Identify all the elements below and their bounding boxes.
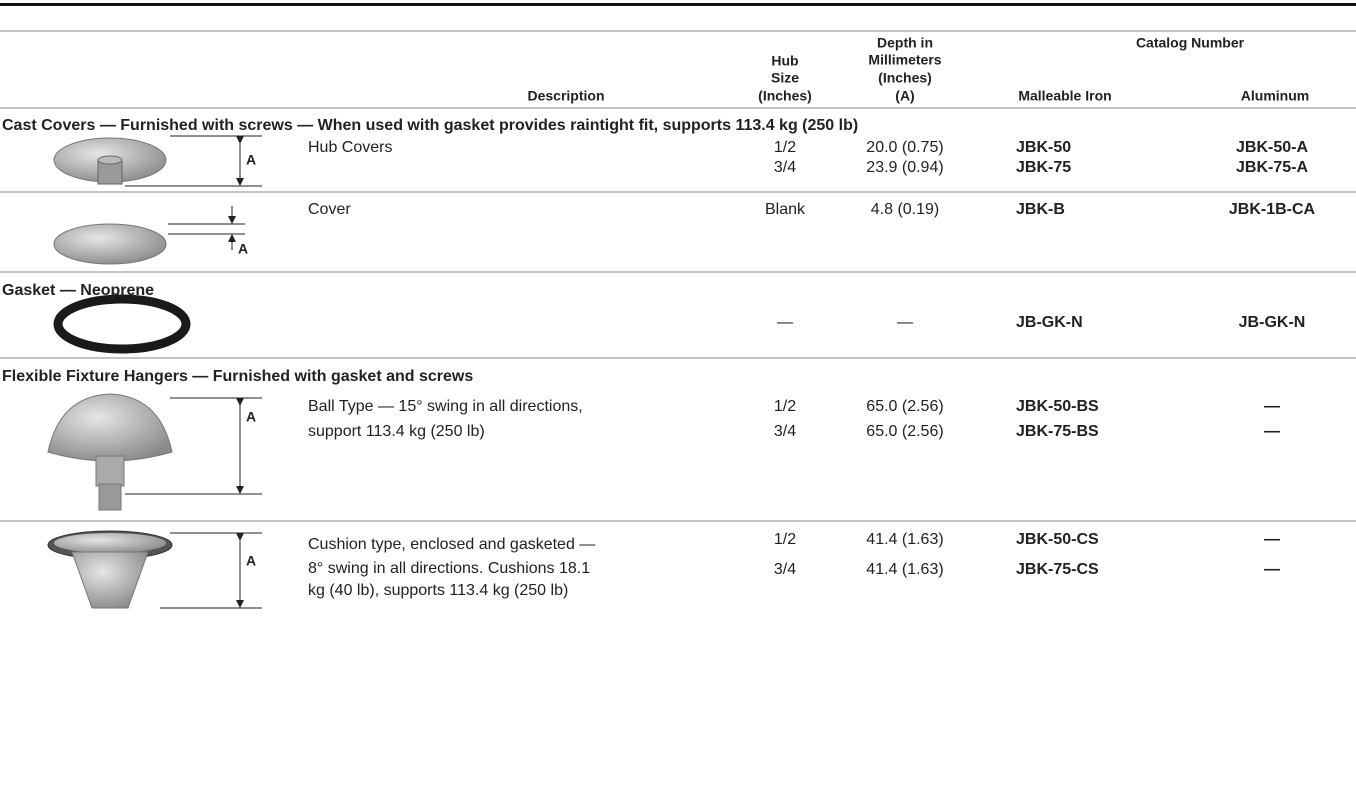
cell: 1/2 [774, 531, 796, 548]
cell: JBK-50-CS [1016, 531, 1099, 548]
cell: 23.9 (0.94) [866, 159, 943, 176]
cell: JBK-75-CS [1016, 561, 1099, 578]
cell: — [777, 314, 793, 331]
cell: 20.0 (0.75) [866, 139, 943, 156]
section-title: Cast Covers — Furnished with screws — Wh… [2, 117, 858, 134]
cell: 3/4 [774, 423, 796, 440]
description: support 113.4 kg (250 lb) [308, 423, 485, 440]
header-depth: (A) [895, 88, 914, 104]
cell: 65.0 (2.56) [866, 398, 943, 415]
header-depth: (Inches) [878, 70, 932, 86]
cell: 4.8 (0.19) [871, 201, 939, 218]
cell: JB-GK-N [1239, 314, 1306, 331]
cell: — [1264, 531, 1280, 548]
dimension-label: A [246, 409, 256, 425]
cell: 1/2 [774, 139, 796, 156]
gasket-image [53, 294, 191, 354]
cell: 3/4 [774, 159, 796, 176]
cushion-hanger-image [47, 530, 262, 609]
description: 8° swing in all directions. Cushions 18.… [308, 560, 590, 577]
description: Cover [308, 201, 351, 218]
cell: 65.0 (2.56) [866, 423, 943, 440]
header-malleable: Malleable Iron [1018, 88, 1111, 104]
cover-image [53, 206, 245, 265]
cell: JBK-1B-CA [1229, 201, 1316, 218]
dimension-label: A [238, 241, 248, 257]
hub-cover-image [53, 135, 262, 187]
cell: JBK-75 [1016, 159, 1071, 176]
cell: Blank [765, 201, 806, 218]
cell: — [1264, 423, 1280, 440]
dimension-label: A [246, 152, 256, 168]
dimension-label: A [246, 553, 256, 569]
cell: JBK-50-BS [1016, 398, 1099, 415]
header-catalog: Catalog Number [1136, 35, 1245, 51]
header-depth: Millimeters [868, 52, 941, 68]
cell: 3/4 [774, 561, 796, 578]
description: kg (40 lb), supports 113.4 kg (250 lb) [308, 582, 568, 599]
cell: 1/2 [774, 398, 796, 415]
header-hub: Size [771, 70, 799, 86]
header-aluminum: Aluminum [1241, 88, 1309, 104]
header-hub: (Inches) [758, 88, 812, 104]
cell: 41.4 (1.63) [866, 531, 943, 548]
header-description: Description [527, 88, 604, 104]
description: Cushion type, enclosed and gasketed — [308, 536, 595, 553]
top-rule [0, 3, 1356, 6]
cell: 41.4 (1.63) [866, 561, 943, 578]
description: Hub Covers [308, 139, 392, 156]
description: Ball Type — 15° swing in all directions, [308, 398, 583, 415]
cell: JBK-75-A [1236, 159, 1308, 176]
header-hub: Hub [771, 53, 798, 69]
cell: JBK-50 [1016, 139, 1071, 156]
header-depth: Depth in [877, 35, 933, 51]
section-title: Gasket — Neoprene [2, 282, 154, 299]
ball-hanger-image [47, 393, 262, 511]
cell: JBK-75-BS [1016, 423, 1099, 440]
cell: JBK-50-A [1236, 139, 1308, 156]
cell: JBK-B [1016, 201, 1065, 218]
cell: — [897, 314, 913, 331]
section-title: Flexible Fixture Hangers — Furnished wit… [2, 368, 473, 385]
cell: — [1264, 398, 1280, 415]
cell: JB-GK-N [1016, 314, 1083, 331]
cell: — [1264, 561, 1280, 578]
